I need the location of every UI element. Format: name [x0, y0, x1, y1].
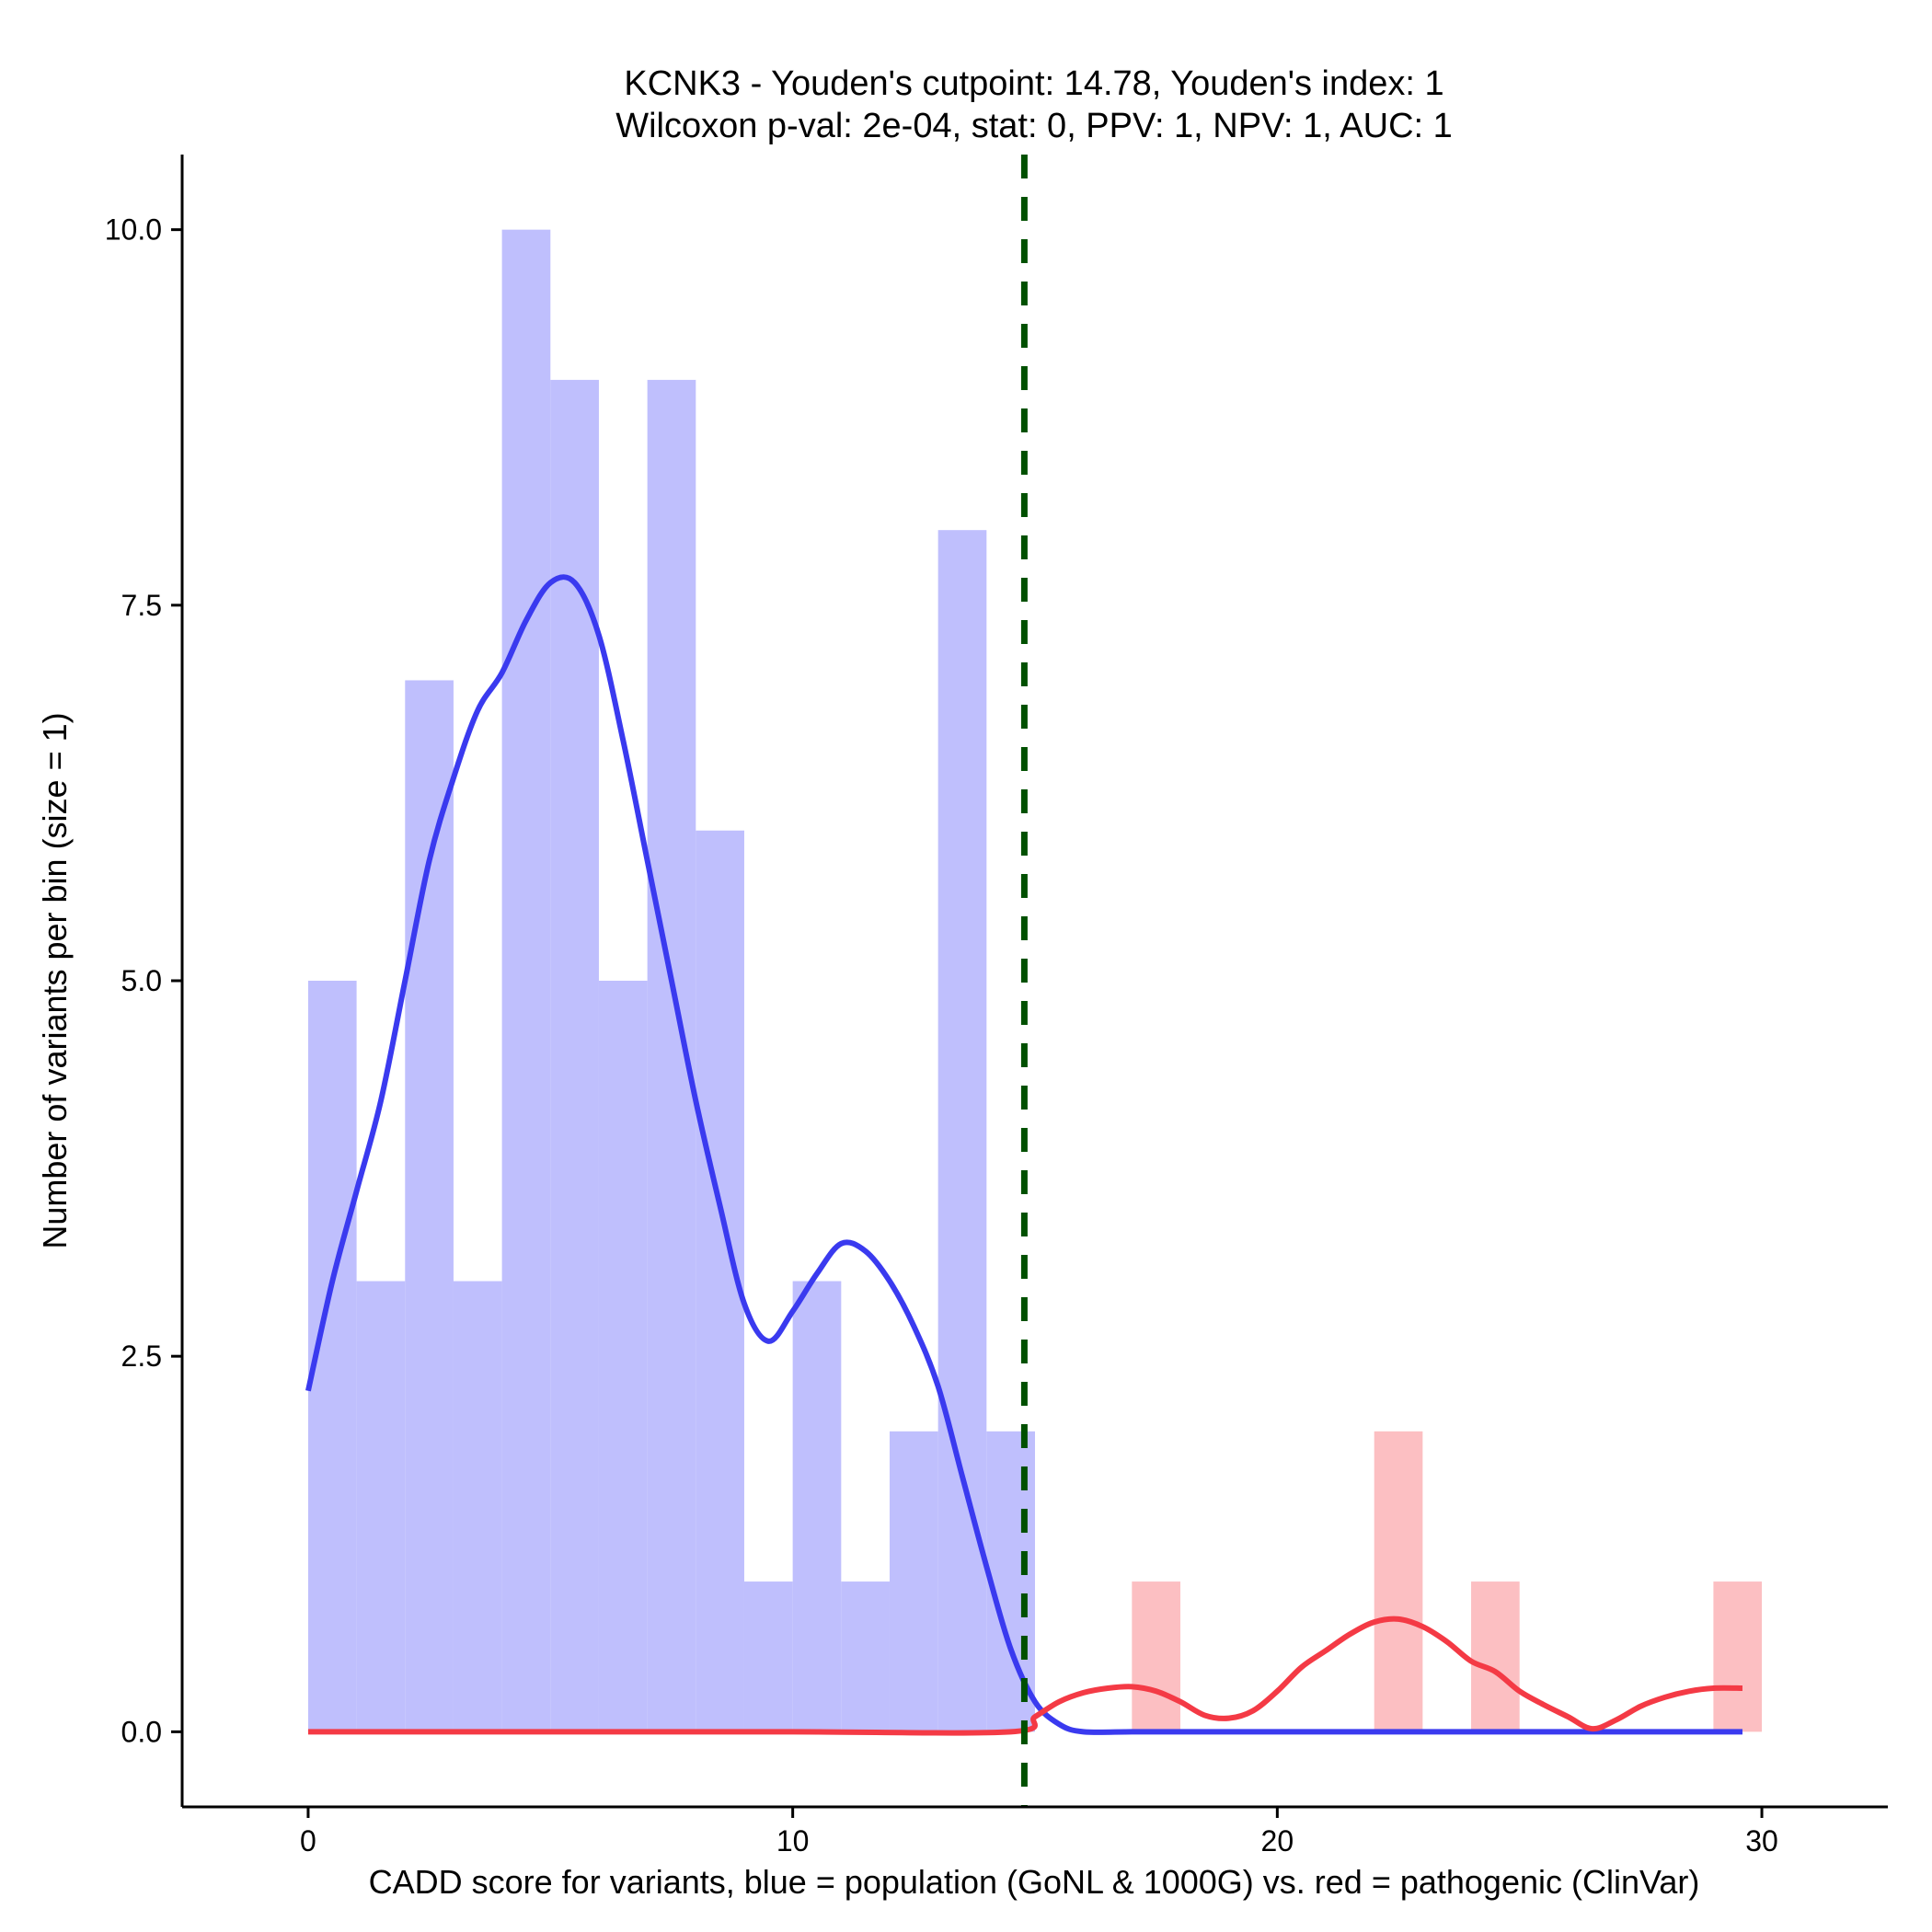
y-tick-label-0: 0.0	[121, 1715, 162, 1748]
bar-population_bar-13	[937, 530, 987, 1732]
density-line-population_line	[305, 574, 1742, 1735]
x-tick-label-1: 10	[776, 1824, 810, 1857]
bar-pathogenic_bar-2	[1471, 1581, 1520, 1732]
chart-title-line-2: Wilcoxon p-val: 2e-04, stat: 0, PPV: 1, …	[615, 107, 1453, 145]
bar-population_bar-12	[889, 1431, 938, 1732]
density-line-pathogenic_line	[307, 1616, 1743, 1736]
x-tick-label-0: 0	[300, 1824, 316, 1857]
bar-population_bar-1	[356, 1281, 406, 1732]
bar-population_bar-3	[453, 1281, 502, 1732]
tick-marks: 0 10 20 30 0.0 2.5 5.0 7.5 10.0	[105, 213, 1778, 1857]
y-tick-label-2: 5.0	[121, 964, 162, 997]
x-axis-label: CADD score for variants, blue = populati…	[369, 1863, 1700, 1901]
density-lines	[305, 574, 1743, 1736]
bar-population_bar-11	[841, 1581, 890, 1732]
y-axis-label: Number of variants per bin (size = 1)	[36, 712, 74, 1248]
bar-population_bar-4	[501, 229, 551, 1732]
y-tick-label-3: 7.5	[121, 589, 162, 622]
bar-pathogenic_bar-3	[1713, 1581, 1763, 1732]
x-tick-label-3: 30	[1745, 1824, 1778, 1857]
y-tick-label-4: 10.0	[105, 213, 162, 247]
bar-pathogenic_bar-0	[1132, 1581, 1181, 1732]
bar-population_bar-2	[405, 680, 454, 1732]
histogram-bars	[307, 229, 1763, 1732]
x-tick-label-2: 20	[1261, 1824, 1294, 1857]
bar-population_bar-9	[743, 1581, 793, 1732]
y-tick-label-1: 2.5	[121, 1340, 162, 1373]
bar-population_bar-10	[792, 1281, 842, 1732]
bar-population_bar-6	[598, 981, 648, 1732]
chart-title-line-1: KCNK3 - Youden's cutpoint: 14.78, Youden…	[624, 64, 1443, 103]
bar-pathogenic_bar-1	[1374, 1431, 1423, 1732]
